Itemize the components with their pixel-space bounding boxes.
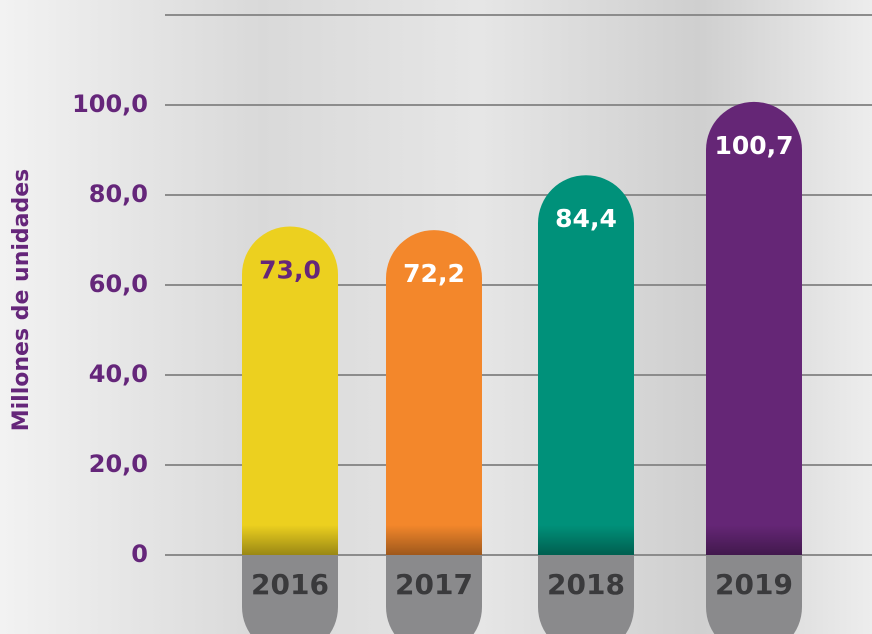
x-tick-label: 2016 <box>251 568 329 601</box>
year-pill <box>242 555 338 634</box>
y-tick-label: 20,0 <box>89 450 148 478</box>
y-tick-label: 100,0 <box>72 90 148 118</box>
bar <box>538 175 634 555</box>
year-pill <box>706 555 802 634</box>
y-tick-label: 60,0 <box>89 270 148 298</box>
x-tick-label: 2019 <box>715 568 793 601</box>
x-tick-label: 2017 <box>395 568 473 601</box>
year-pill <box>538 555 634 634</box>
bar-shadow <box>242 525 338 555</box>
value-label: 100,7 <box>714 131 793 160</box>
year-pill <box>386 555 482 634</box>
bar-shadow <box>706 525 802 555</box>
bar <box>242 226 338 555</box>
bar <box>706 101 802 556</box>
value-label: 84,4 <box>555 204 617 233</box>
y-tick-label: 80,0 <box>89 180 148 208</box>
x-tick-label: 2018 <box>547 568 625 601</box>
y-axis-title: Millones de unidades <box>9 169 34 432</box>
value-label: 73,0 <box>259 256 321 285</box>
bar-shadow <box>538 525 634 555</box>
bar-shadow <box>386 525 482 555</box>
value-label: 72,2 <box>403 259 465 288</box>
bar <box>386 230 482 555</box>
y-tick-label: 0 <box>131 540 148 568</box>
y-tick-label: 40,0 <box>89 360 148 388</box>
